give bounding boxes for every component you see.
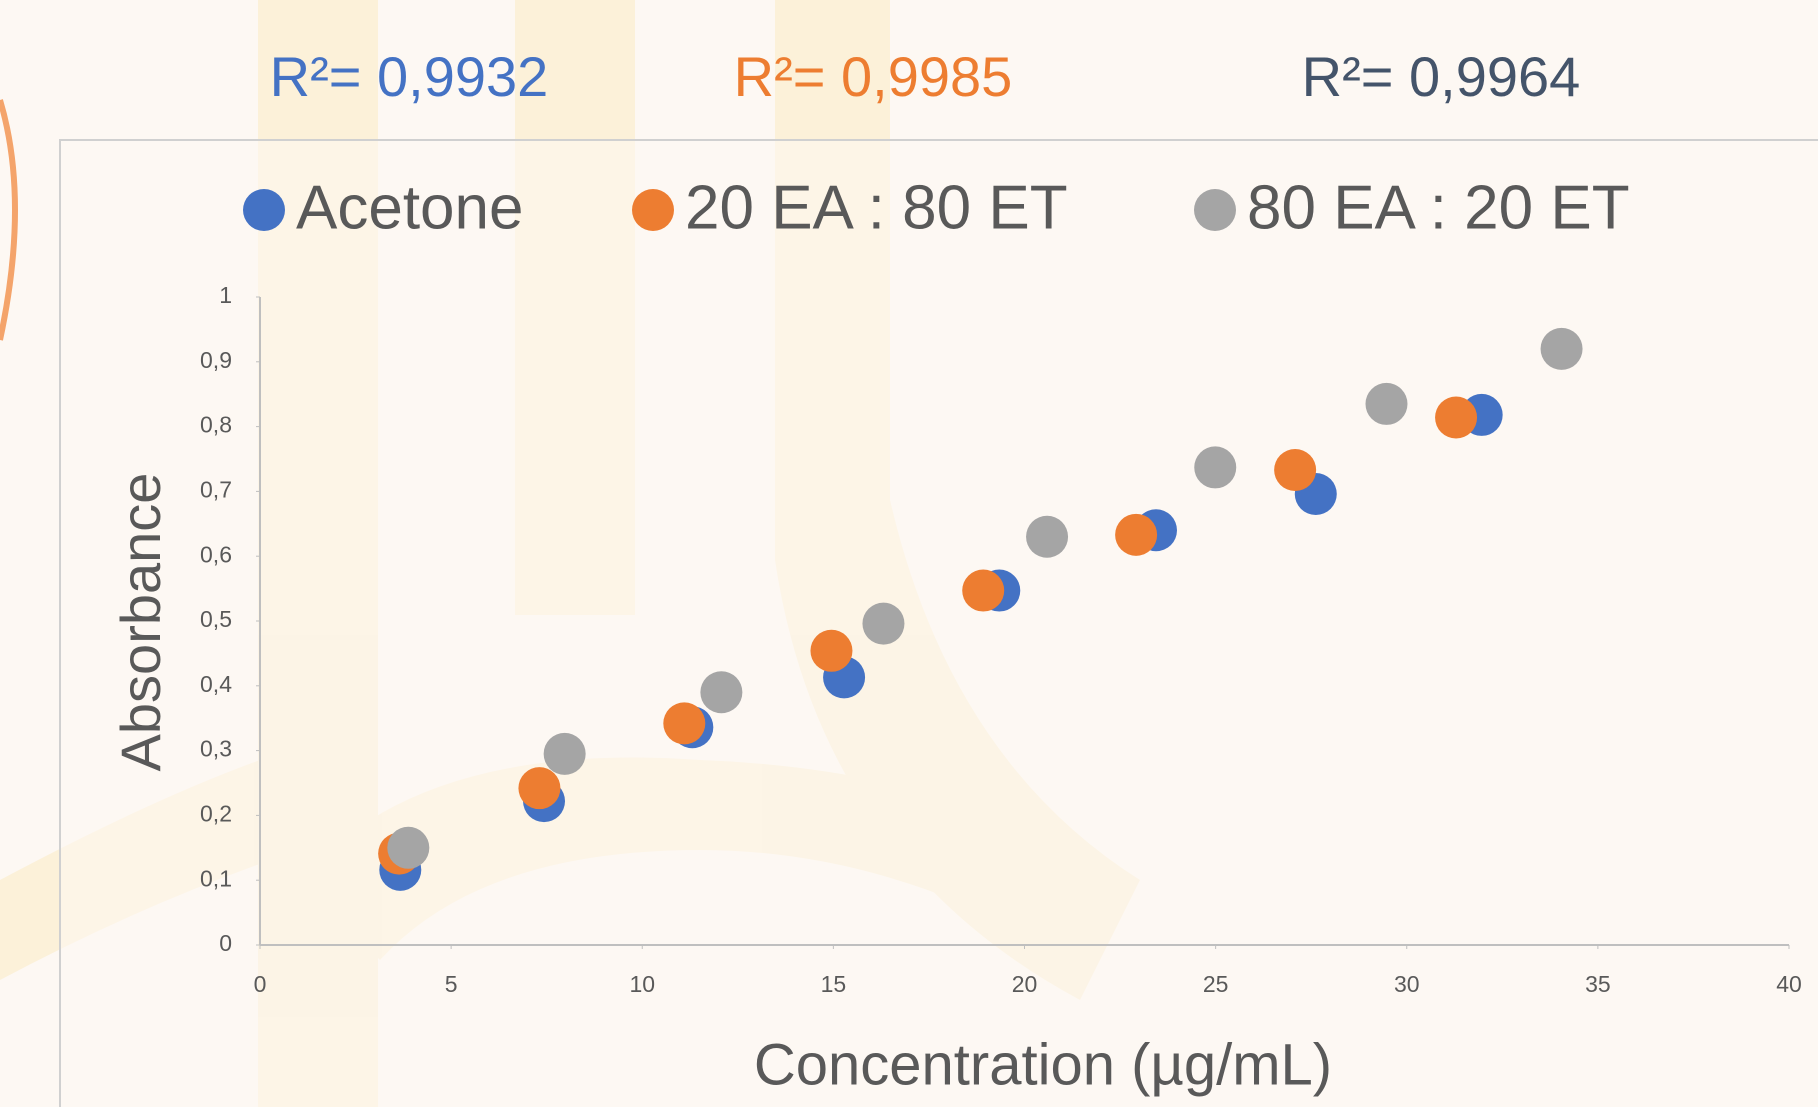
data-point [1194,446,1236,488]
data-point [1274,449,1316,491]
x-axis-title: Concentration (µg/mL) [754,1032,1332,1097]
data-point [700,671,742,713]
r-squared-label: R²= 0,9964 [1302,45,1581,108]
data-point [1541,328,1583,370]
data-point [1365,383,1407,425]
y-tick-label: 0,2 [200,800,232,826]
r-squared-label: R²= 0,9985 [734,45,1013,108]
y-tick-label: 1 [219,282,232,308]
x-tick-label: 15 [821,971,847,997]
y-axis-title: Absorbance [109,473,172,772]
y-tick-label: 0,4 [200,671,232,697]
legend-label: Acetone [296,173,524,242]
data-point [544,733,586,775]
x-tick-label: 35 [1585,971,1611,997]
legend-label: 20 EA : 80 ET [685,173,1068,242]
legend-marker [243,189,285,231]
data-point [1115,514,1157,556]
y-tick-label: 0 [219,930,232,956]
legend-marker [632,189,674,231]
chart: Concentration (µg/mL) Absorbance R²= 0,9… [0,0,1818,1107]
r-squared-label: R²= 0,9932 [270,45,549,108]
x-tick-label: 25 [1203,971,1229,997]
x-tick-label: 40 [1776,971,1802,997]
x-tick-label: 0 [254,971,267,997]
data-point [862,603,904,645]
y-tick-label: 0,3 [200,736,232,762]
y-tick-label: 0,9 [200,347,232,373]
x-tick-label: 5 [445,971,458,997]
data-point [962,570,1004,612]
y-tick-label: 0,6 [200,541,232,567]
data-point [387,827,429,869]
data-point [810,630,852,672]
legend-marker [1194,189,1236,231]
y-tick-label: 0,1 [200,865,232,891]
y-tick-label: 0,5 [200,606,232,632]
data-point [518,767,560,809]
x-tick-label: 20 [1012,971,1038,997]
data-point [663,702,705,744]
legend-label: 80 EA : 20 ET [1247,173,1630,242]
data-point [1026,516,1068,558]
chart-frame [60,140,1818,1107]
y-tick-label: 0,7 [200,476,232,502]
y-tick-label: 0,8 [200,412,232,438]
x-tick-label: 30 [1394,971,1420,997]
decoration-arc [0,100,15,340]
page: Concentration (µg/mL) Absorbance R²= 0,9… [0,0,1818,1107]
x-tick-label: 10 [629,971,655,997]
data-point [1435,397,1477,439]
